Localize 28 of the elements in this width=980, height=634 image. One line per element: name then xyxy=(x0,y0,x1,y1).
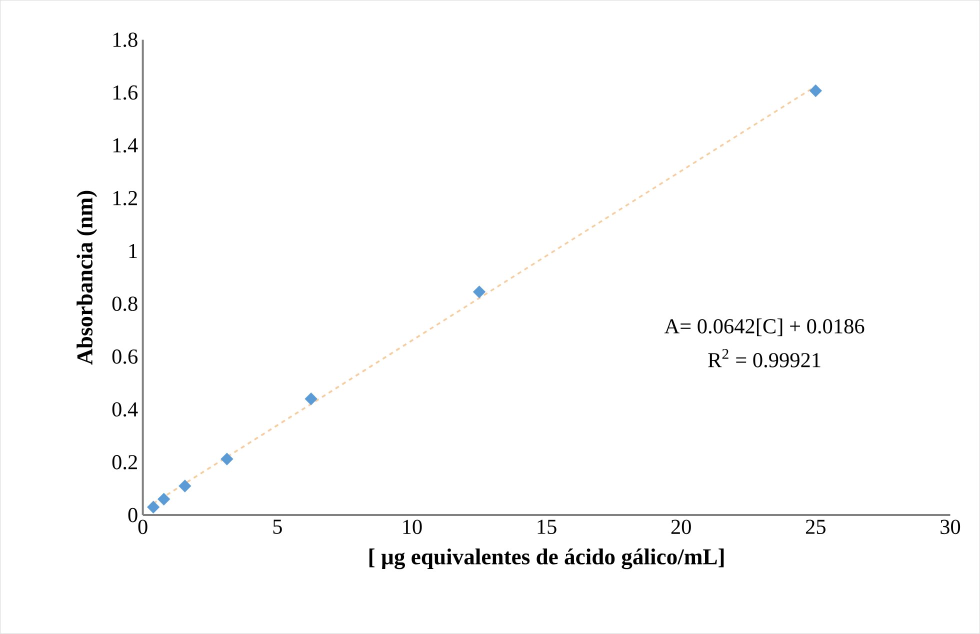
point xyxy=(158,493,170,506)
annotation: R$^{2}$ = 0.99921 xyxy=(708,349,820,368)
y-tick-label: 1.6 xyxy=(113,85,138,100)
y-tick-label: 0 xyxy=(128,508,138,522)
point xyxy=(220,452,234,466)
x-tick-label: 5 xyxy=(273,520,282,534)
y-axis-title: Absorbancia (nm) xyxy=(76,190,98,365)
y-tick-label: 1 xyxy=(129,244,137,258)
x-tick-label: 15 xyxy=(538,520,556,534)
y-tick-label: 1.4 xyxy=(113,138,138,153)
x-tick-label: 20 xyxy=(671,520,691,534)
point xyxy=(147,500,160,514)
x-tick-label: 10 xyxy=(403,520,422,534)
y-tick-label: 0.2 xyxy=(112,455,137,470)
point xyxy=(304,392,318,406)
point xyxy=(809,84,822,98)
y-tick-label: 0.8 xyxy=(112,296,138,312)
y-tick-label: 0.4 xyxy=(112,402,138,417)
y-tick-label: 0.6 xyxy=(112,349,138,364)
y-tick-label: 1.8 xyxy=(113,32,138,48)
point xyxy=(178,480,192,492)
point xyxy=(473,286,486,298)
annotation: A= 0.0642[C] + 0.0186 xyxy=(664,318,864,336)
x-tick-label: 30 xyxy=(940,520,960,534)
x-axis-title: [ µg equivalentes de ácido gálico/mL] xyxy=(369,548,724,570)
x-tick-label: 25 xyxy=(806,520,826,534)
y-tick-label: 1.2 xyxy=(113,191,137,206)
x-tick-label: 0 xyxy=(138,520,148,534)
